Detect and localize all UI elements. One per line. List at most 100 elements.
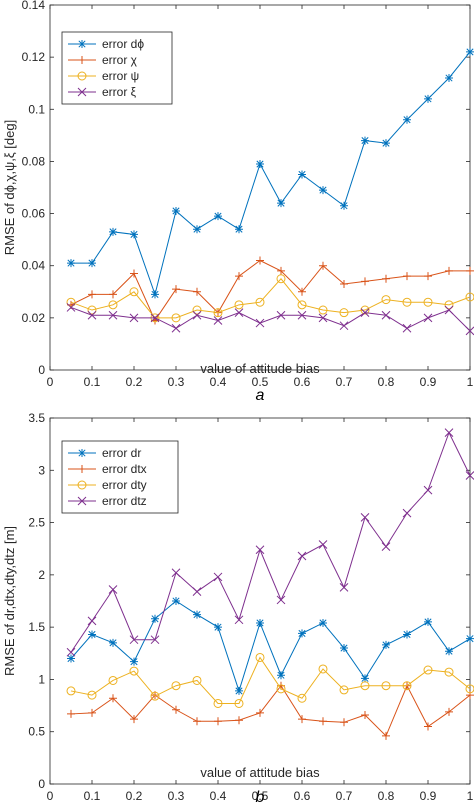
data-point [66,647,76,657]
legend-entry: error χ [102,53,138,67]
x-tick-label: 0 [47,375,54,389]
data-point [171,323,181,333]
data-point [256,160,264,169]
data-point [402,323,412,333]
data-point [172,285,180,294]
data-point [129,635,139,645]
data-point [192,587,202,596]
data-point [297,693,307,703]
data-point [193,717,201,726]
x-tick-label: 1 [467,789,474,803]
x-tick-label: 0.9 [420,375,437,389]
series-1 [67,681,474,740]
data-point [234,308,244,317]
data-point [129,287,139,297]
data-point [465,292,474,302]
legend-marker [78,40,86,48]
data-point [108,585,118,594]
legend-entry: error ξ [102,85,137,99]
data-point [213,572,223,582]
series-line [70,684,471,737]
data-point [277,671,285,680]
data-point [402,297,412,307]
legend: error dr error dtx error dty error dtz [61,440,179,514]
data-point [150,635,160,645]
data-point [256,708,264,717]
data-point [318,305,328,315]
x-tick-label: 0.6 [294,375,311,389]
data-point [424,722,432,731]
data-point [466,47,474,56]
data-point [423,313,433,323]
data-point [213,308,223,318]
x-tick-label: 0.9 [420,789,437,803]
series-line [70,277,471,319]
data-point [297,300,307,310]
x-tick-label: 0.1 [84,789,101,803]
legend-marker [78,56,86,64]
x-axis-label: value of attitude bias [200,765,320,780]
data-point [276,595,286,605]
legend-entry: error dϕ [102,37,144,51]
data-point [108,300,118,310]
legend-marker [78,449,86,457]
panel-label: b [256,789,265,806]
data-point [214,623,222,632]
data-point [298,629,306,638]
legend-marker [77,87,87,97]
data-point [318,540,328,549]
data-point [66,297,76,307]
chart-b: 0 0.1 0.2 0.3 0.4 0.5 0.6 0.7 0.8 0.9 1 0 0.5 1 1.5 2 2.… [2,411,474,806]
data-point [423,297,433,307]
data-point [381,295,391,305]
legend-entry: error dr [102,446,141,460]
legend-marker [77,480,87,490]
data-point [424,617,432,626]
data-point [193,610,201,619]
data-point [88,290,96,299]
data-point [423,485,433,495]
y-tick-label: 0.12 [22,50,46,64]
data-point [319,186,327,195]
data-point [277,266,285,275]
data-point [339,685,349,695]
data-point [276,684,286,694]
data-point [466,266,474,275]
x-tick-label: 0 [47,789,54,803]
data-point [129,313,139,323]
data-point [88,630,96,639]
data-point [151,290,159,299]
x-tick-label: 0.1 [84,375,101,389]
data-point [340,279,348,288]
data-point [171,681,181,691]
legend-entry: error dty [102,478,147,492]
y-tick-label: 3.5 [28,411,45,425]
data-point [381,310,391,320]
data-point [381,681,391,691]
legend-marker [77,71,87,81]
data-point [108,675,118,685]
data-point [424,272,432,281]
data-point [360,308,370,317]
data-point [87,690,97,700]
data-point [129,666,139,676]
x-tick-label: 0.7 [336,375,353,389]
data-point [465,326,474,336]
data-point [172,597,180,605]
data-point [109,638,117,647]
y-tick-label: 0.02 [22,311,46,325]
data-point [109,227,117,236]
data-point [297,310,307,320]
data-point [276,274,286,284]
data-point [235,686,243,695]
data-point [444,667,454,677]
data-point [318,664,328,674]
legend-marker [77,496,87,506]
x-tick-label: 0.2 [126,789,143,803]
y-tick-label: 0 [38,363,45,377]
data-point [130,230,138,239]
data-point [444,300,454,310]
data-point [445,74,453,82]
data-point [235,272,243,281]
y-tick-label: 0.5 [28,725,45,739]
